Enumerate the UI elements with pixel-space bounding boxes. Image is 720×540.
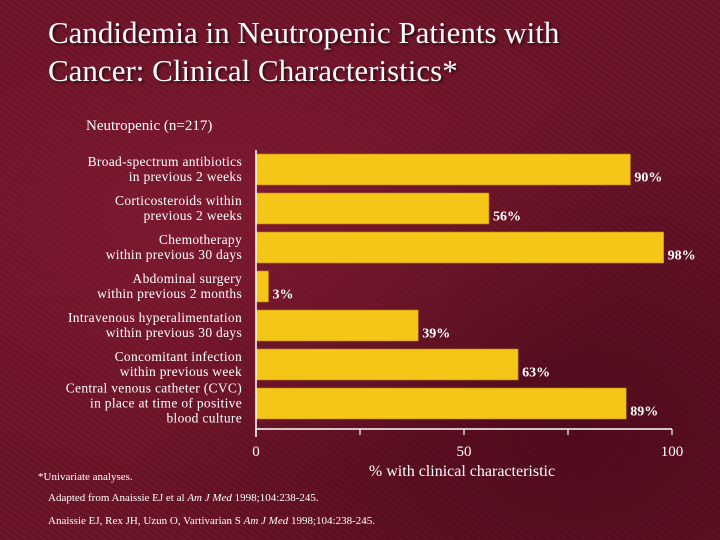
bar-value-label-2: 56%: [493, 210, 521, 225]
bar-value-label-7: 89%: [630, 405, 658, 420]
bar-2: [255, 192, 490, 225]
bar-value-label-5: 39%: [422, 327, 450, 342]
bar-7: [255, 387, 627, 420]
x-tick-label-50: 50: [457, 444, 472, 460]
chart-subtitle: Neutropenic (n=217): [86, 118, 213, 134]
bar-4: [255, 270, 269, 303]
reference-2-authors: Anaissie EJ, Rex JH, Uzun O, Vartivarian…: [48, 515, 244, 527]
category-label-7-line-3: blood culture: [166, 411, 242, 426]
category-label-4-line-1: Abdominal surgery: [133, 271, 242, 286]
bar-value-label-1: 90%: [634, 171, 662, 186]
footnote: *Univariate analyses.: [38, 471, 133, 483]
slide-title-line-1: Candidemia in Neutropenic Patients with: [48, 15, 560, 50]
x-tick-label-0: 0: [252, 444, 260, 460]
bar-value-label-4: 3%: [272, 288, 293, 303]
category-label-2-line-2: previous 2 weeks: [143, 208, 242, 223]
category-label-7-line-2: in place at time of positive: [90, 396, 242, 411]
reference-1-authors: Adapted from Anaissie EJ et al: [48, 492, 188, 504]
category-label-2-line-1: Corticosteroids within: [115, 193, 242, 208]
category-label-6-line-1: Concomitant infection: [115, 349, 242, 364]
category-label-1-line-1: Broad-spectrum antibiotics: [88, 154, 242, 169]
bar-3: [255, 231, 664, 264]
category-label-7-line-1: Central venous catheter (CVC): [66, 381, 242, 396]
bar-6: [255, 348, 519, 381]
reference-1-journal: Am J Med: [187, 492, 232, 504]
category-label-5-line-1: Intravenous hyperalimentation: [68, 310, 242, 325]
reference-1-citation: 1998;104:238-245.: [231, 492, 319, 504]
bar-value-label-3: 98%: [668, 249, 696, 264]
category-label-4-line-2: within previous 2 months: [97, 286, 242, 301]
reference-2-journal: Am J Med: [243, 515, 289, 527]
category-label-6-line-2: within previous week: [120, 364, 242, 379]
x-tick-label-100: 100: [661, 444, 684, 460]
reference-2: Anaissie EJ, Rex JH, Uzun O, Vartivarian…: [48, 515, 375, 527]
bar-5: [255, 309, 419, 342]
reference-2-citation: 1998;104:238-245.: [288, 515, 376, 527]
bar-1: [255, 153, 631, 186]
slide-title: Candidemia in Neutropenic Patients with …: [48, 14, 708, 90]
bar-value-label-6: 63%: [522, 366, 550, 381]
category-label-1-line-2: in previous 2 weeks: [129, 169, 242, 184]
category-label-5-line-2: within previous 30 days: [106, 325, 242, 340]
x-axis-title: % with clinical characteristic: [369, 463, 555, 480]
category-label-3-line-2: within previous 30 days: [106, 247, 242, 262]
slide-title-line-2: Cancer: Clinical Characteristics*: [48, 53, 458, 88]
reference-1: Adapted from Anaissie EJ et al Am J Med …: [48, 492, 319, 504]
category-label-3-line-1: Chemotherapy: [159, 232, 242, 247]
